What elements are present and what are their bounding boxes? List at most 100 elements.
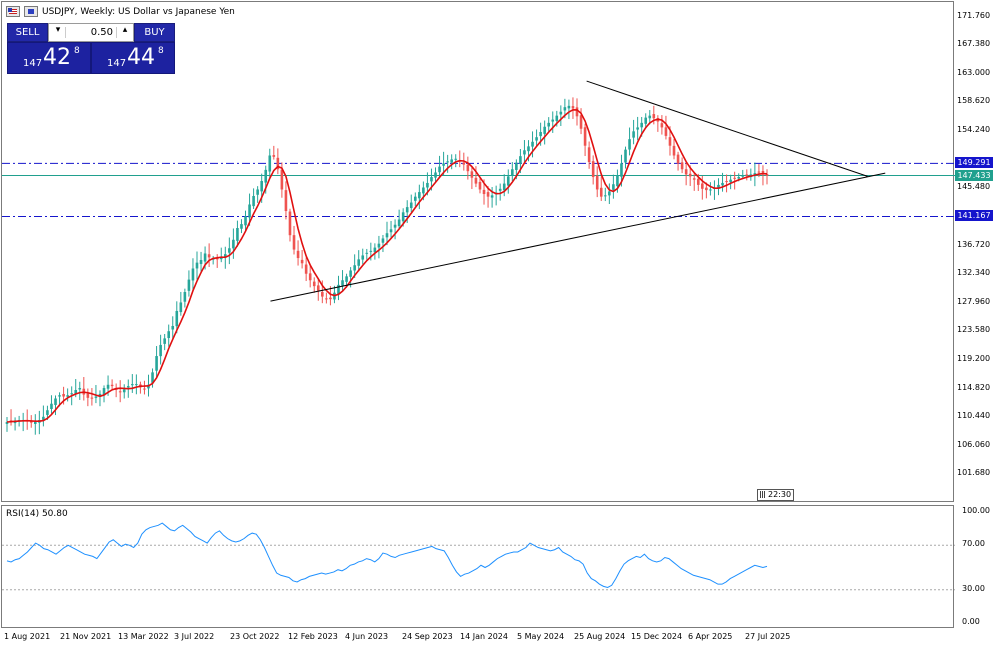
volume-up-icon[interactable]: ▴ [122, 25, 128, 35]
candle-body [701, 183, 704, 189]
candle-body [563, 107, 567, 111]
candle-body [608, 191, 611, 196]
candle-body [721, 182, 724, 186]
price-tick-label: 132.340 [957, 268, 991, 278]
candle-body [321, 291, 324, 297]
candle-body [167, 331, 171, 339]
chart-title: USDJPY, Weekly: US Dollar vs Japanese Ye… [42, 6, 235, 17]
candle-body [595, 175, 599, 190]
rsi-tick-label: 70.00 [962, 539, 985, 549]
candle-body [446, 161, 449, 163]
rsi-tick-label: 0.00 [962, 617, 980, 626]
date-tick-label: 1 Aug 2021 [4, 632, 51, 641]
candle-body [381, 238, 385, 243]
candle-body [102, 388, 106, 396]
candle-body [462, 162, 466, 165]
sell-quote[interactable]: 147 42 8 [7, 42, 91, 74]
candle-body [422, 187, 425, 194]
candle-body [244, 216, 247, 226]
candle-body [692, 178, 696, 180]
candle-body [207, 254, 211, 258]
candle-body [329, 297, 332, 300]
candle-body [361, 255, 365, 260]
volume-down-icon[interactable]: ▾ [55, 25, 61, 35]
candle-body [616, 175, 619, 187]
date-tick-label: 25 Aug 2024 [574, 632, 626, 641]
candle-body [122, 389, 126, 393]
candle-body [131, 384, 134, 386]
symbol-flag-icon-2 [24, 6, 38, 17]
candle-body [179, 302, 183, 313]
candle-body [729, 179, 732, 183]
candle-body [502, 183, 506, 191]
candle-body [705, 187, 708, 191]
trendline-1 [270, 172, 886, 302]
candle-body [292, 235, 296, 250]
candle-body [308, 273, 312, 281]
candle-body [256, 189, 259, 195]
candle-body [42, 416, 45, 420]
candle-body [58, 395, 61, 397]
candle-body [745, 174, 749, 176]
candle-body [765, 173, 769, 176]
candle-body [78, 388, 82, 390]
candle-body [636, 127, 639, 130]
candle-body [567, 105, 571, 109]
price-tick-label: 110.440 [957, 411, 991, 421]
candle-body [143, 388, 146, 390]
candle-body [426, 182, 429, 188]
candle-body [603, 195, 607, 197]
candle-body [50, 403, 53, 409]
candle-body [418, 192, 421, 199]
price-chart-canvas[interactable] [2, 2, 955, 503]
candle-body [696, 178, 700, 185]
candle-body [341, 280, 344, 286]
candle-body [325, 298, 328, 300]
candle-body [393, 224, 397, 228]
current-price-tag: 147.433 [955, 169, 993, 181]
volume-stepper[interactable]: ▾ 0.50 ▴ [48, 23, 134, 42]
candle-body [223, 254, 227, 258]
candle-body [175, 310, 179, 327]
date-tick-label: 24 Sep 2023 [402, 632, 453, 641]
date-tick-label: 3 Jul 2022 [174, 632, 215, 641]
candle-body [349, 270, 352, 277]
candle-body [377, 243, 381, 248]
candle-body [688, 173, 692, 177]
date-tick-label: 6 Apr 2025 [688, 632, 733, 641]
rsi-canvas[interactable] [2, 506, 955, 629]
candle-body [240, 224, 243, 229]
candle-body [365, 252, 369, 254]
candle-body [644, 117, 648, 124]
candle-body [535, 137, 538, 141]
date-tick-label: 12 Feb 2023 [288, 632, 338, 641]
candle-body [195, 262, 199, 269]
symbol-flag-icon [6, 6, 20, 17]
price-tick-label: 154.240 [957, 125, 991, 135]
candle-body [733, 177, 736, 179]
price-tick-label: 136.720 [957, 239, 991, 249]
candle-body [252, 195, 255, 207]
candle-body [280, 169, 284, 190]
candle-body [397, 219, 401, 227]
candle-body [409, 202, 413, 209]
rsi-tick-label: 100.00 [962, 506, 990, 515]
sell-button[interactable]: SELL [7, 23, 48, 42]
candle-body [624, 149, 627, 163]
rsi-panel[interactable]: RSI(14) 50.80 [1, 505, 955, 629]
buy-quote[interactable]: 147 44 8 [91, 42, 175, 74]
candle-body [74, 389, 78, 394]
candle-body [559, 111, 563, 115]
trendline-0 [586, 80, 868, 177]
volume-input[interactable]: 0.50 [65, 27, 117, 38]
date-tick-label: 27 Jul 2025 [745, 632, 791, 641]
candle-body [413, 196, 417, 201]
candle-body [648, 115, 652, 119]
candle-body [555, 115, 559, 121]
moving-average-line [6, 108, 768, 423]
price-tick-label: 163.000 [957, 67, 991, 77]
candle-body [717, 184, 720, 189]
candle-body [551, 119, 555, 122]
buy-button[interactable]: BUY [134, 23, 175, 42]
price-chart-panel[interactable]: USDJPY, Weekly: US Dollar vs Japanese Ye… [1, 1, 955, 503]
